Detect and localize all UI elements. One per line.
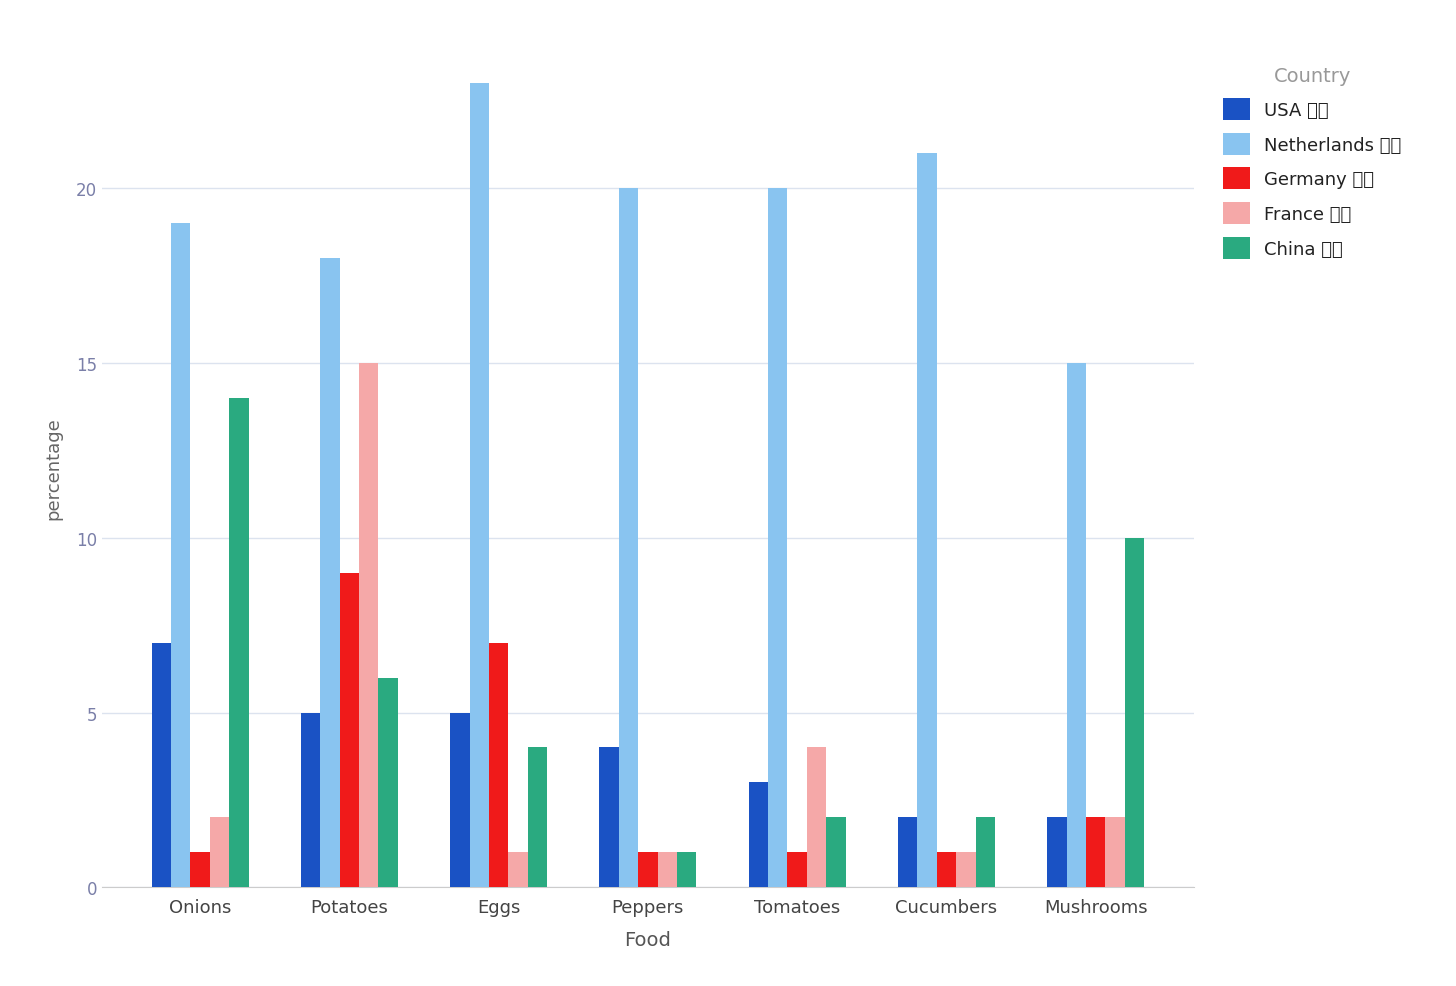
Bar xyxy=(320,259,339,887)
Bar xyxy=(489,643,508,887)
Bar xyxy=(807,747,827,887)
Y-axis label: percentage: percentage xyxy=(44,417,63,520)
X-axis label: Food: Food xyxy=(625,931,671,950)
Bar xyxy=(827,817,846,887)
Bar xyxy=(170,224,191,887)
Bar xyxy=(191,853,210,887)
Bar xyxy=(638,853,658,887)
Bar xyxy=(450,713,469,887)
Bar xyxy=(677,853,696,887)
Bar xyxy=(210,817,229,887)
Bar xyxy=(469,84,489,887)
Legend: USA 🇺🇸, Netherlands 🇳🇱, Germany 🇩🇪, France 🇫🇷, China 🇨🇳: USA 🇺🇸, Netherlands 🇳🇱, Germany 🇩🇪, Fran… xyxy=(1214,58,1411,268)
Bar xyxy=(1105,817,1125,887)
Bar xyxy=(748,783,769,887)
Bar xyxy=(898,817,917,887)
Bar xyxy=(339,573,360,887)
Bar xyxy=(1086,817,1105,887)
Bar xyxy=(976,817,994,887)
Bar xyxy=(1125,538,1144,887)
Bar xyxy=(769,189,788,887)
Bar xyxy=(229,398,249,887)
Bar xyxy=(658,853,677,887)
Bar xyxy=(619,189,638,887)
Bar xyxy=(1067,364,1086,887)
Bar xyxy=(508,853,527,887)
Bar xyxy=(301,713,320,887)
Bar xyxy=(1047,817,1067,887)
Bar xyxy=(788,853,807,887)
Bar xyxy=(527,747,547,887)
Bar xyxy=(936,853,957,887)
Bar xyxy=(957,853,976,887)
Bar xyxy=(917,154,936,887)
Bar xyxy=(151,643,170,887)
Bar xyxy=(379,678,397,887)
Bar xyxy=(600,747,619,887)
Bar xyxy=(360,364,379,887)
